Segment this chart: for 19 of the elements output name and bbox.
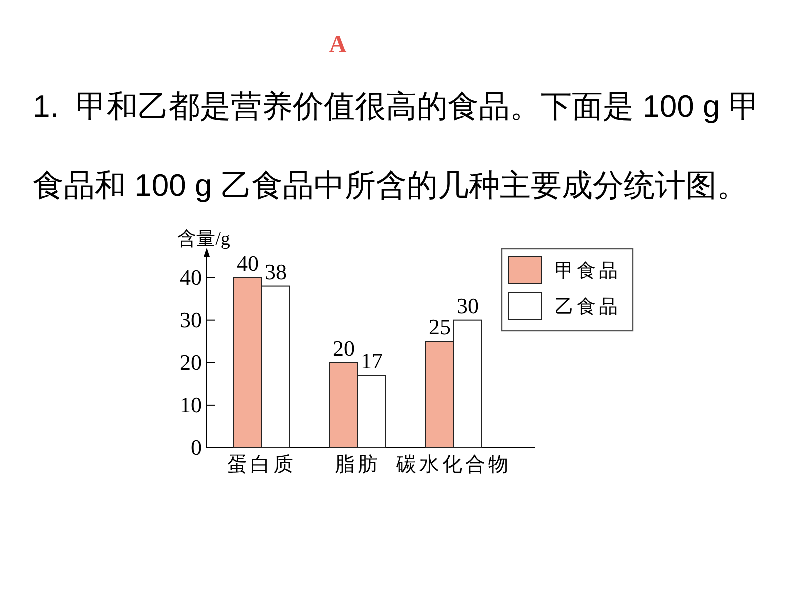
y-tick-label: 40 bbox=[180, 264, 202, 290]
text: 1. 甲和乙都是营养价值很高的食品。下面是 100 g 甲食品和 100 g 乙食品中所含的几种主要成分统计图。 bbox=[33, 89, 760, 203]
data-label: 17 bbox=[361, 348, 383, 374]
y-tick-label: 20 bbox=[180, 350, 202, 375]
x-tick-label: 蛋白质 bbox=[228, 454, 296, 476]
data-label: 20 bbox=[333, 336, 355, 361]
x-tick-label: 碳水化合物 bbox=[396, 454, 512, 476]
chart-title: A bbox=[329, 32, 348, 58]
legend-label: 甲食品 bbox=[555, 261, 621, 282]
y-tick-label: 0 bbox=[191, 435, 202, 460]
data-label: 25 bbox=[429, 314, 451, 340]
y-tick-label: 10 bbox=[180, 392, 202, 418]
legend-label: 乙食品 bbox=[555, 297, 621, 318]
data-label: 30 bbox=[457, 293, 479, 318]
y-tick-label: 30 bbox=[180, 307, 202, 332]
y-axis-title: 含量/g bbox=[178, 229, 231, 250]
x-tick-label: 脂肪 bbox=[335, 454, 381, 476]
data-label: 38 bbox=[265, 259, 287, 284]
data-label: 40 bbox=[237, 250, 259, 276]
